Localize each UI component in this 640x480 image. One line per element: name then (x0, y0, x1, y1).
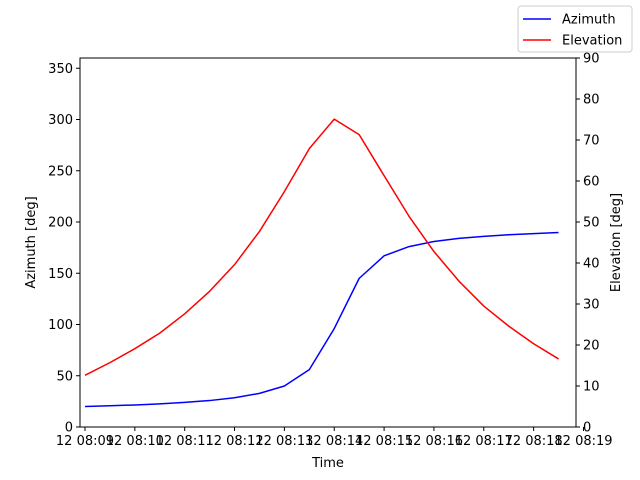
x-axis-label: Time (311, 456, 344, 471)
y-right-tick-label: 10 (583, 380, 600, 395)
x-tick-label: 12 08:18 (505, 434, 563, 449)
y-left-tick-label: 150 (48, 267, 73, 282)
y-right-tick-label: 70 (583, 134, 600, 149)
y-left-tick-label: 0 (65, 421, 73, 436)
y-axis-left-label: Azimuth [deg] (24, 196, 39, 288)
y-right-tick-label: 90 (583, 52, 600, 67)
y-right-tick-label: 0 (583, 421, 591, 436)
series-line-elevation (84, 118, 559, 377)
x-tick-label: 12 08:12 (205, 434, 263, 449)
y-right-tick-label: 20 (583, 339, 600, 354)
y-left-tick-label: 350 (48, 62, 73, 77)
y-left-tick-label: 250 (48, 164, 73, 179)
y-left-tick-label: 50 (56, 369, 73, 384)
y-left-tick-label: 200 (48, 216, 73, 231)
y-left-tick-label: 100 (48, 318, 73, 333)
y-right-tick-label: 50 (583, 216, 600, 231)
x-tick-label: 12 08:10 (106, 434, 164, 449)
x-tick-label: 12 08:09 (56, 434, 114, 449)
x-tick-label: 12 08:14 (305, 434, 363, 449)
x-tick-label: 12 08:19 (554, 434, 612, 449)
legend-label-elevation: Elevation (562, 34, 622, 49)
legend: Azimuth Elevation (517, 5, 633, 53)
x-tick-label: 12 08:11 (156, 434, 214, 449)
y-right-tick-label: 80 (583, 93, 600, 108)
x-tick-label: 12 08:13 (255, 434, 313, 449)
y-right-tick-label: 40 (583, 257, 600, 272)
series-layer (84, 118, 559, 408)
series-line-azimuth (84, 231, 559, 408)
x-tick-label: 12 08:16 (405, 434, 463, 449)
x-tick-label: 12 08:17 (455, 434, 513, 449)
legend-label-azimuth: Azimuth (562, 13, 616, 28)
y-axis-right-label: Elevation [deg] (609, 193, 624, 292)
x-tick-label: 12 08:15 (355, 434, 413, 449)
y-right-tick-label: 30 (583, 298, 600, 313)
plot-frame (79, 57, 577, 428)
y-right-tick-label: 60 (583, 175, 600, 190)
y-left-tick-label: 300 (48, 113, 73, 128)
